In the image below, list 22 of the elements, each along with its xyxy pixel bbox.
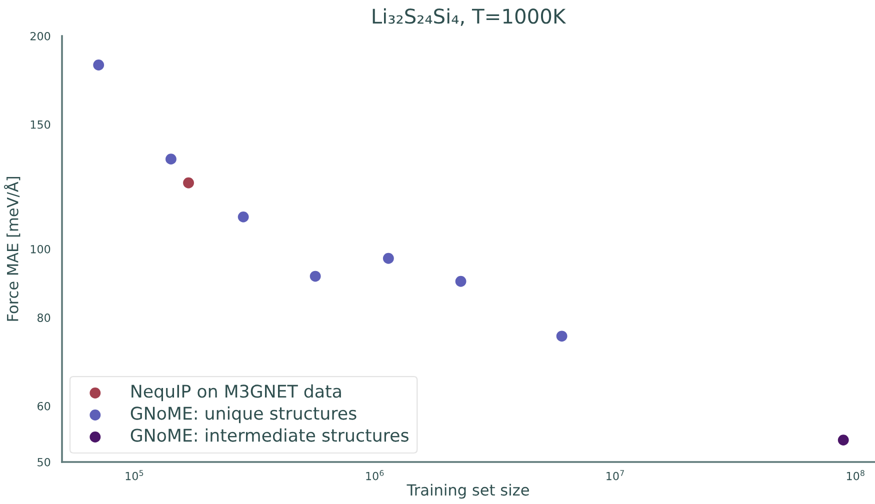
- y-tick-label: 60: [38, 402, 50, 410]
- point: [310, 270, 321, 282]
- legend-label: NequIP on M3GNET data: [132, 384, 341, 402]
- chart-title: Li₃₂S₂₄Si₄, T=1000K: [372, 8, 566, 26]
- x-tick-label: 10$^{8}$: [846, 470, 864, 480]
- y-tick-label: 100: [30, 244, 50, 254]
- y-tick-label: 150: [30, 120, 50, 129]
- x-tick-label: 10$^{5}$: [126, 470, 144, 480]
- point: [455, 276, 466, 287]
- y-tick-label: 50: [38, 458, 50, 466]
- y-tick-label: 80: [38, 314, 50, 322]
- x-tick-label: 10$^{7}$: [606, 470, 624, 480]
- y-tick-label: 200: [30, 32, 50, 40]
- x-tick-label: 10$^{6}$: [366, 470, 384, 480]
- x-axis-title: Training set size: [406, 484, 529, 499]
- legend-label: GNoME: unique structures: [130, 406, 356, 424]
- legend-label: GNoME: intermediate structures: [130, 428, 408, 442]
- point: [166, 154, 176, 165]
- point: [238, 211, 249, 222]
- y-axis-title: Force MAE [meV/Å]: [4, 177, 20, 321]
- point: [93, 60, 104, 70]
- point: [382, 252, 394, 264]
